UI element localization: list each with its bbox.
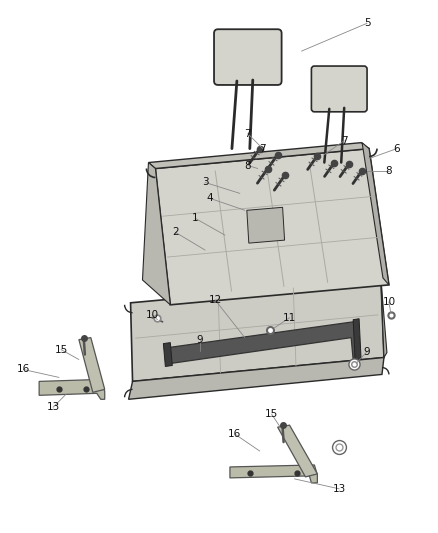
Text: 15: 15 [265, 409, 278, 419]
Text: 8: 8 [244, 160, 251, 171]
Text: 13: 13 [46, 402, 60, 412]
Polygon shape [39, 379, 105, 399]
Polygon shape [79, 337, 105, 392]
Text: 10: 10 [382, 297, 396, 307]
Text: 15: 15 [54, 344, 67, 354]
Text: 7: 7 [341, 136, 347, 146]
Polygon shape [166, 322, 357, 364]
Polygon shape [155, 149, 389, 305]
Text: 6: 6 [394, 143, 400, 154]
Text: 5: 5 [364, 18, 371, 28]
Polygon shape [129, 358, 384, 399]
Text: 2: 2 [172, 227, 179, 237]
Text: 16: 16 [17, 365, 30, 375]
Polygon shape [131, 280, 384, 382]
Polygon shape [278, 425, 318, 477]
Polygon shape [142, 163, 170, 305]
Text: 16: 16 [228, 429, 241, 439]
FancyBboxPatch shape [311, 66, 367, 112]
Polygon shape [381, 280, 387, 358]
Text: 7: 7 [259, 143, 266, 154]
Text: 10: 10 [146, 310, 159, 320]
Text: 4: 4 [207, 193, 213, 204]
Text: 7: 7 [244, 128, 251, 139]
FancyBboxPatch shape [214, 29, 282, 85]
Text: 13: 13 [332, 484, 346, 494]
Polygon shape [362, 143, 389, 285]
Text: 3: 3 [202, 177, 208, 188]
Text: 12: 12 [208, 295, 222, 305]
Polygon shape [230, 465, 318, 483]
Text: 9: 9 [364, 346, 371, 357]
Polygon shape [353, 319, 361, 360]
Text: 1: 1 [192, 213, 198, 223]
Text: 11: 11 [283, 313, 296, 323]
Polygon shape [247, 207, 285, 243]
Text: 8: 8 [385, 166, 392, 175]
Polygon shape [148, 143, 369, 168]
Polygon shape [163, 343, 172, 367]
Text: 9: 9 [197, 335, 203, 345]
